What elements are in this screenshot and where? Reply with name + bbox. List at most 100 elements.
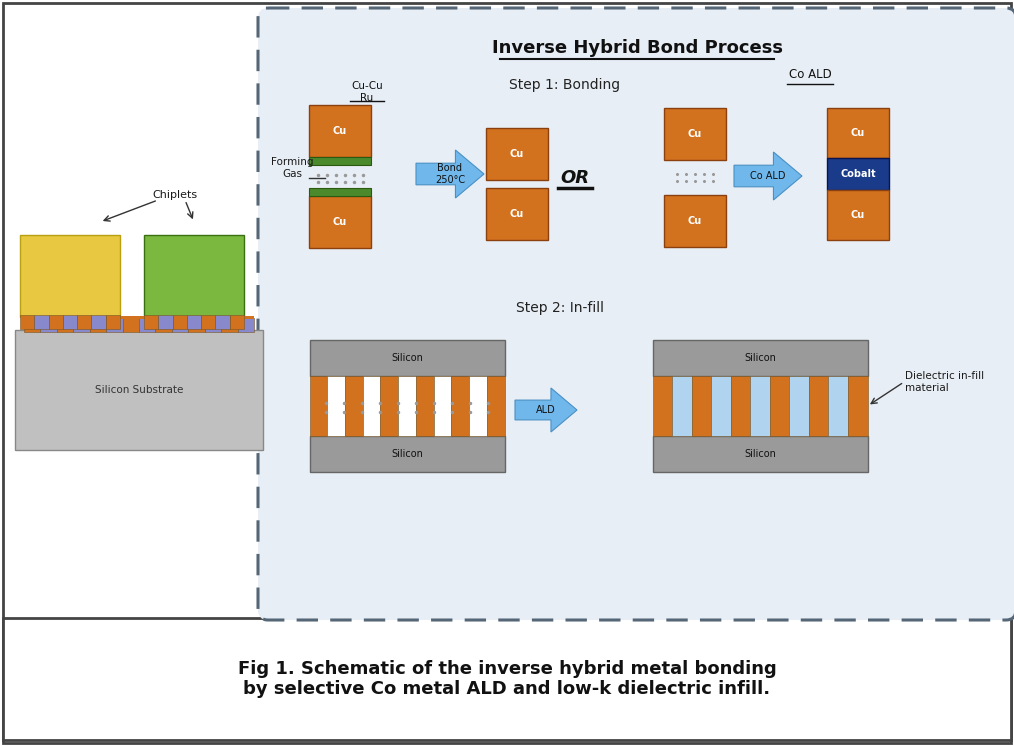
Text: Co ALD: Co ALD [750,171,786,181]
Bar [451,376,469,436]
Bar [77,315,91,329]
Bar [237,318,254,332]
Bar [309,105,371,157]
Text: Step 2: In-fill: Step 2: In-fill [516,301,604,315]
Bar [15,330,263,450]
Bar [63,315,77,329]
Text: OR: OR [561,169,589,187]
Text: Cu: Cu [687,129,702,139]
Bar [20,235,120,317]
Polygon shape [734,152,802,200]
Bar [848,376,868,436]
Bar [309,157,371,165]
Bar [215,315,230,329]
Bar [309,188,371,196]
Text: Forming
Gas: Forming Gas [271,157,313,179]
Bar [652,340,868,376]
Text: Cu: Cu [851,128,865,138]
Text: Chiplets: Chiplets [152,190,198,200]
Bar [309,436,505,472]
Bar [205,318,221,332]
Bar [230,315,244,329]
Bar [434,376,451,436]
Text: Cu: Cu [510,209,524,219]
Bar [399,376,416,436]
Text: Step 1: Bonding: Step 1: Bonding [509,78,621,92]
Text: Inverse Hybrid Bond Process: Inverse Hybrid Bond Process [492,39,783,57]
Bar [139,318,155,332]
Bar [469,376,487,436]
Bar [91,315,105,329]
Bar [73,318,89,332]
Bar [201,315,215,329]
Bar [221,318,237,332]
Bar [487,376,505,436]
Bar [363,376,380,436]
Bar [309,376,328,436]
Bar [57,318,73,332]
Bar [187,315,201,329]
Text: Cu: Cu [333,217,347,227]
Bar [711,376,731,436]
Text: Cu: Cu [687,216,702,226]
Bar [809,376,828,436]
Text: Cobalt: Cobalt [841,169,876,179]
Bar [789,376,809,436]
Bar [672,376,692,436]
Polygon shape [515,388,577,432]
Bar [750,376,770,436]
Bar [172,315,187,329]
Bar [827,108,889,158]
Bar [664,108,726,160]
Text: ALD: ALD [536,405,556,415]
Bar [380,376,399,436]
Bar [328,376,345,436]
Bar [770,376,789,436]
Bar [41,318,57,332]
Polygon shape [416,150,484,198]
Bar [89,318,106,332]
Bar [105,315,120,329]
Bar [20,315,34,329]
Text: Cu: Cu [510,149,524,159]
Bar [24,318,41,332]
Text: Fig 1. Schematic of the inverse hybrid metal bonding
by selective Co metal ALD a: Fig 1. Schematic of the inverse hybrid m… [237,659,777,698]
Text: Cu: Cu [851,210,865,220]
Bar [827,190,889,240]
Bar [3,618,1011,740]
Text: Silicon: Silicon [391,449,423,459]
Bar [144,315,158,329]
Bar [309,196,371,248]
Bar [652,436,868,472]
Bar [106,318,123,332]
Text: Bond
250°C: Bond 250°C [435,163,465,185]
Bar [664,195,726,247]
Text: Co ALD: Co ALD [789,69,831,81]
Text: Silicon Substrate: Silicon Substrate [95,385,184,395]
Bar [158,315,172,329]
Text: Dielectric in-fill
material: Dielectric in-fill material [906,372,985,393]
Bar [123,318,139,332]
Bar [827,158,889,190]
Bar [49,315,63,329]
Text: Silicon: Silicon [744,353,776,363]
Bar [828,376,848,436]
Bar [486,188,548,240]
Bar [731,376,750,436]
Bar [34,315,49,329]
Bar [309,340,505,376]
Bar [171,318,189,332]
Bar [122,235,142,317]
Text: Silicon: Silicon [391,353,423,363]
Bar [652,376,672,436]
Text: Silicon: Silicon [744,449,776,459]
Bar [144,235,244,317]
Bar [24,316,254,319]
Bar [692,376,711,436]
Bar [155,318,171,332]
Text: Cu: Cu [333,126,347,136]
Bar [486,128,548,180]
Text: Cu-Cu
Ru: Cu-Cu Ru [351,81,383,103]
Bar [416,376,434,436]
Bar [189,318,205,332]
